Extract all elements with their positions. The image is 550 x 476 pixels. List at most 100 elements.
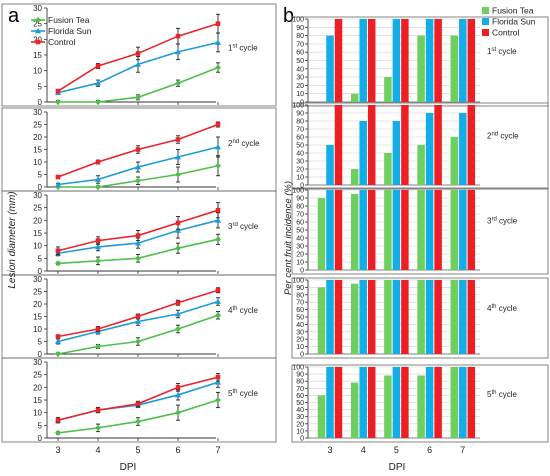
data-point — [175, 245, 181, 252]
bar — [401, 280, 409, 354]
y-tick-label: 5 — [38, 171, 43, 180]
bar — [459, 190, 467, 270]
y-tick-label: 30 — [296, 75, 304, 82]
bar — [392, 367, 401, 438]
data-point — [215, 397, 221, 403]
data-point — [95, 99, 101, 105]
bar — [334, 280, 343, 354]
y-tick-label: 30 — [296, 159, 304, 166]
cycle-label: 1st cycle — [228, 43, 258, 52]
y-tick-label: 20 — [296, 337, 304, 344]
data-point — [175, 300, 181, 306]
y-tick-label: 90 — [296, 372, 304, 379]
data-point — [215, 39, 221, 45]
bar — [425, 19, 434, 102]
bar — [401, 105, 409, 185]
bar — [434, 367, 442, 438]
y-tick-label: 10 — [296, 175, 304, 182]
y-tick-label: 0 — [38, 98, 43, 107]
x-tick-label: 7 — [215, 445, 220, 455]
bar — [326, 145, 334, 185]
bar — [350, 93, 359, 102]
data-point — [55, 260, 61, 267]
data-point — [135, 233, 141, 238]
cycle-label: 5th cycle — [228, 389, 258, 398]
bar — [434, 280, 442, 354]
data-point — [215, 21, 221, 26]
bar — [350, 194, 359, 270]
data-point — [135, 51, 141, 56]
y-tick-label: 40 — [296, 236, 304, 243]
y-axis-title-b: Per cent fruit incidence (%) — [283, 181, 294, 295]
bar — [450, 367, 459, 438]
y-tick-label: 0 — [300, 436, 304, 443]
panel-a-cycle-5: 0 5 10 15 20 25 30 5th cycle 3 4 5 6 7 — [1, 357, 277, 455]
x-axis-title-b: DPI — [389, 462, 406, 473]
bar — [450, 190, 459, 270]
y-tick-label: 100 — [292, 278, 304, 285]
y-tick-label: 10 — [33, 409, 42, 418]
bar — [425, 113, 434, 185]
data-point — [135, 401, 141, 407]
cycle-label: 4th cycle — [487, 304, 517, 313]
y-tick-label: 60 — [296, 393, 304, 400]
data-point — [135, 163, 141, 170]
data-point — [215, 312, 221, 319]
y-tick-label: 80 — [296, 379, 304, 386]
y-tick-label: 25 — [33, 20, 42, 29]
bar — [334, 190, 343, 270]
y-tick-label: 0 — [300, 183, 304, 190]
cycle-label: 3rd cycle — [228, 222, 259, 231]
cycle-label: 5th cycle — [487, 390, 517, 399]
bar — [434, 190, 442, 270]
bar — [384, 375, 392, 438]
panel-a-label: a — [8, 5, 20, 27]
bar — [359, 190, 367, 270]
y-tick-label: 10 — [296, 91, 304, 98]
data-point — [175, 137, 181, 142]
y-tick-label: 10 — [296, 260, 304, 267]
data-point — [95, 176, 101, 182]
y-tick-label: 25 — [33, 204, 42, 213]
y-tick-label: 50 — [296, 58, 304, 65]
data-point — [215, 236, 221, 243]
y-tick-label: 0 — [38, 434, 43, 443]
y-tick-label: 100 — [292, 365, 304, 372]
x-tick-label: 7 — [460, 445, 465, 455]
cycle-frame — [291, 16, 549, 107]
data-point — [135, 318, 141, 324]
bar — [350, 283, 359, 354]
data-point — [175, 33, 181, 39]
y-tick-label: 70 — [296, 127, 304, 134]
y-tick-label: 0 — [300, 268, 304, 275]
bar — [367, 190, 376, 270]
y-tick-label: 20 — [296, 83, 304, 90]
cycle-label: 1st cycle — [487, 47, 517, 56]
y-tick-label: 0 — [38, 350, 43, 359]
panel-b-label: b — [283, 5, 294, 27]
data-point — [135, 147, 141, 152]
data-point — [215, 64, 221, 71]
y-tick-label: 15 — [33, 51, 42, 60]
bar — [359, 280, 367, 354]
y-tick-label: 10 — [33, 67, 42, 76]
bar — [384, 280, 392, 354]
y-tick-label: 10 — [33, 242, 42, 251]
data-point — [175, 171, 181, 178]
bar — [350, 169, 359, 185]
data-point — [135, 255, 141, 262]
bar — [417, 145, 425, 185]
y-tick-label: 60 — [296, 50, 304, 57]
y-tick-label: 50 — [296, 228, 304, 235]
y-tick-label: 30 — [33, 4, 42, 13]
cycle-frame — [291, 364, 549, 443]
cycle-label: 2nd cycle — [228, 139, 260, 148]
y-tick-label: 15 — [33, 396, 42, 405]
data-point — [95, 63, 101, 69]
data-point — [95, 424, 101, 431]
data-point — [95, 257, 101, 264]
